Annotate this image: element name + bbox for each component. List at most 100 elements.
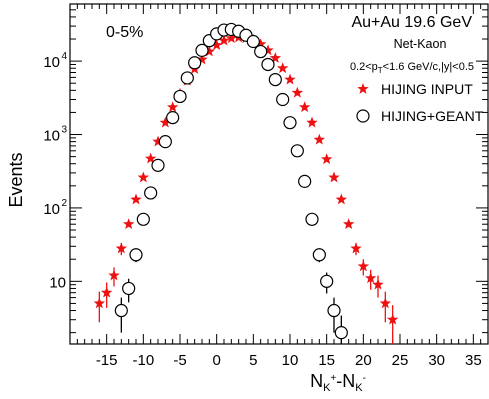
x-title-sup2: - <box>363 373 366 384</box>
circle-marker <box>334 326 348 340</box>
legend-label-hijing-geant: HIJING+GEANT <box>381 108 484 124</box>
legend-star-symbol <box>357 83 369 94</box>
circle-marker <box>261 57 275 72</box>
star-marker <box>342 218 355 230</box>
circle-marker <box>254 44 268 59</box>
y-tick-label: 10 <box>49 274 66 291</box>
circle-marker <box>312 248 326 262</box>
circle-marker <box>114 303 128 318</box>
legend: HIJING INPUT HIJING+GEANT <box>356 81 484 124</box>
cuts-pre: 0.2<p <box>350 61 378 73</box>
x-axis-ticks: -15 -10 -5 0 5 10 15 20 25 30 35 <box>69 4 489 369</box>
collision-system-label: Au+Au 19.6 GeV <box>351 14 472 31</box>
star-marker <box>350 242 362 254</box>
legend-label-hijing-input: HIJING INPUT <box>381 81 473 97</box>
x-tick-label: 15 <box>318 352 335 369</box>
star-marker <box>108 269 120 281</box>
circle-marker <box>158 135 172 149</box>
star-marker <box>100 286 113 298</box>
star-marker <box>379 297 392 309</box>
star-marker <box>254 38 267 50</box>
star-marker <box>159 116 172 128</box>
x-tick-label: 0 <box>212 352 220 369</box>
circle-marker <box>246 34 260 49</box>
star-marker <box>196 53 208 65</box>
y-tick-label: 10 <box>43 54 60 71</box>
circle-marker <box>136 212 150 226</box>
x-tick-label: -10 <box>132 352 154 369</box>
circle-marker <box>290 144 304 158</box>
star-marker <box>122 218 135 230</box>
x-tick-label: 25 <box>392 352 409 369</box>
circle-marker <box>298 174 312 188</box>
circle-marker <box>180 71 194 85</box>
star-marker <box>276 62 289 74</box>
x-title-sub2: K <box>355 382 363 394</box>
legend-circle-symbol <box>356 109 370 123</box>
star-marker <box>203 45 216 57</box>
star-marker <box>152 135 164 147</box>
observable-label: Net-Kaon <box>394 37 447 51</box>
circle-marker <box>320 274 334 288</box>
x-tick-label: 20 <box>355 352 372 369</box>
circle-marker <box>327 303 341 318</box>
x-title-sup1: + <box>330 373 336 384</box>
x-tick-label: -5 <box>173 352 186 369</box>
star-marker <box>269 52 282 63</box>
star-marker <box>210 39 223 51</box>
star-marker <box>313 133 326 145</box>
x-title-sep: -N <box>336 371 355 391</box>
kinematic-cuts-label: 0.2<pT<1.6 GeV/c,|y|<0.5 <box>350 61 474 75</box>
star-marker <box>115 242 128 254</box>
star-marker <box>130 193 142 205</box>
x-tick-label: 30 <box>428 352 445 369</box>
star-marker <box>291 86 304 98</box>
star-marker <box>144 152 157 164</box>
star-marker <box>93 297 106 309</box>
circle-marker <box>173 89 187 104</box>
cuts-sub: T <box>378 66 383 75</box>
x-title-base: N <box>310 371 323 391</box>
star-marker <box>166 101 179 113</box>
x-tick-label: 35 <box>465 352 482 369</box>
circle-marker <box>195 43 209 57</box>
legend-marker-hijing-input <box>357 83 369 94</box>
circle-marker <box>129 248 143 262</box>
x-tick-label: 10 <box>282 352 299 369</box>
y-tick-exponent: 2 <box>61 198 67 209</box>
y-axis-title: Events <box>6 152 26 207</box>
star-marker <box>335 193 348 205</box>
circle-marker <box>144 186 158 200</box>
plot-border <box>69 3 489 345</box>
star-marker <box>328 171 340 183</box>
x-axis-title: NK+-NK- <box>310 371 366 394</box>
circle-marker <box>122 281 136 296</box>
y-tick-label: 10 <box>43 128 60 145</box>
star-marker <box>372 278 384 290</box>
circle-marker <box>188 56 202 70</box>
star-marker <box>262 44 274 56</box>
y-tick-label: 10 <box>43 201 60 218</box>
y-tick-exponent: 3 <box>61 125 67 136</box>
centrality-label: 0-5% <box>106 24 143 41</box>
x-title-sub1: K <box>323 382 331 394</box>
plot-frame <box>69 3 489 345</box>
circle-marker <box>268 73 282 87</box>
star-marker <box>298 101 311 113</box>
star-marker <box>364 272 377 284</box>
circle-marker <box>283 116 297 130</box>
star-marker <box>386 313 399 325</box>
star-marker <box>284 73 296 85</box>
cuts-post: <1.6 GeV/c,|y|<0.5 <box>383 61 474 73</box>
star-marker <box>357 260 370 272</box>
star-marker <box>320 153 333 165</box>
star-marker <box>218 34 230 46</box>
circle-marker <box>276 92 290 107</box>
x-tick-label: -15 <box>96 352 118 369</box>
data-markers <box>93 22 399 344</box>
y-tick-exponent: 4 <box>61 51 67 62</box>
circle-marker <box>166 111 180 125</box>
star-marker <box>225 32 238 44</box>
